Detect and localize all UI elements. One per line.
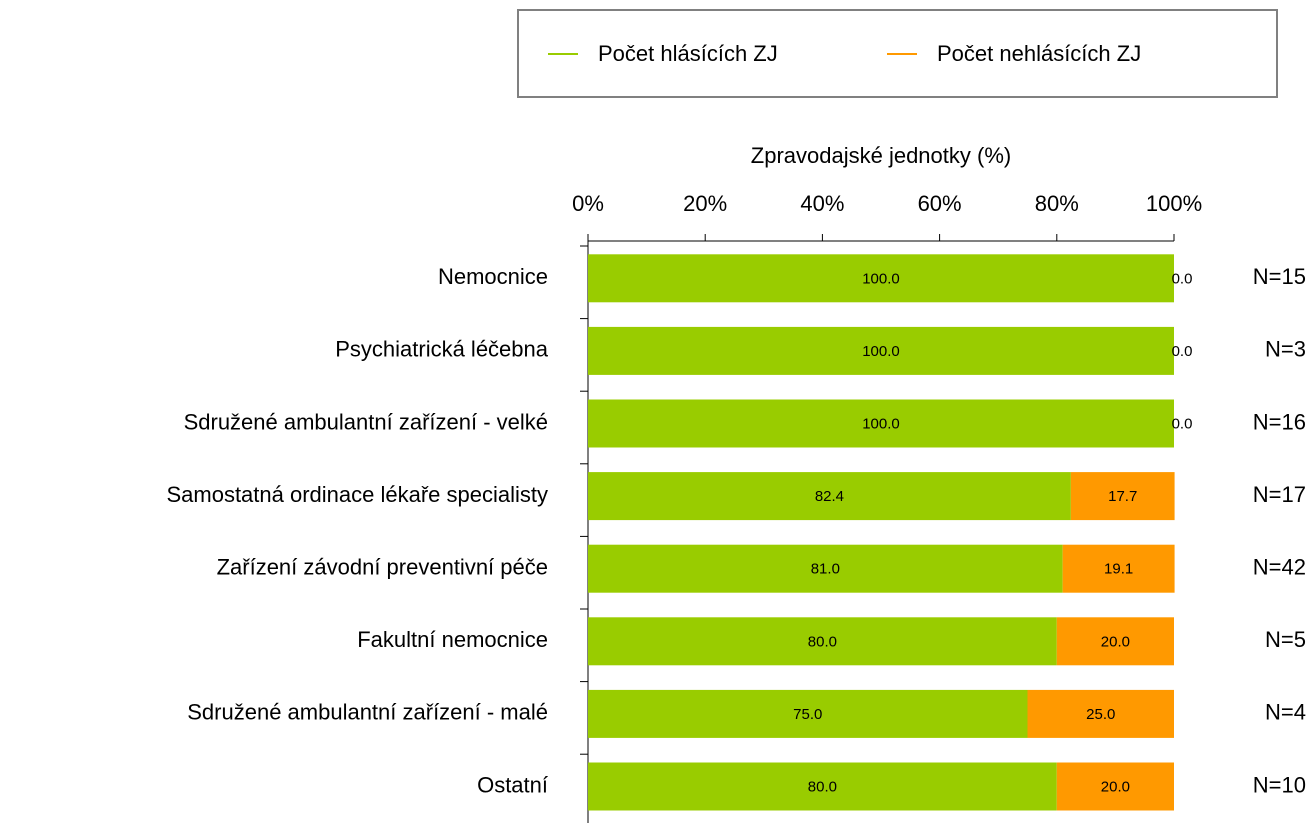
x-tick-label: 60% <box>918 191 962 216</box>
bar-segment <box>588 254 1174 303</box>
bar-segment <box>588 762 1057 811</box>
x-tick-label: 40% <box>800 191 844 216</box>
category-label: Samostatná ordinace lékaře specialisty <box>166 482 548 507</box>
x-tick-label: 20% <box>683 191 727 216</box>
category-label: Sdružené ambulantní zařízení - velké <box>184 409 548 434</box>
n-label: N=3 <box>1265 337 1306 362</box>
value-label: 17.7 <box>1108 488 1137 505</box>
value-label: 20.0 <box>1101 633 1130 650</box>
value-label: 0.0 <box>1172 270 1193 287</box>
x-tick-label: 80% <box>1035 191 1079 216</box>
category-label: Psychiatrická léčebna <box>335 337 549 362</box>
value-label: 75.0 <box>793 706 822 723</box>
value-label: 0.0 <box>1172 343 1193 360</box>
value-label: 80.0 <box>808 633 837 650</box>
value-label: 81.0 <box>811 561 840 578</box>
category-label: Sdružené ambulantní zařízení - malé <box>187 700 548 725</box>
bar-segment <box>588 399 1174 448</box>
category-label: Zařízení závodní preventivní péče <box>217 555 548 580</box>
value-label: 100.0 <box>862 343 900 360</box>
n-label: N=15 <box>1253 264 1306 289</box>
n-label: N=42 <box>1253 555 1306 580</box>
n-label: N=4 <box>1265 700 1306 725</box>
x-tick-label: 0% <box>572 191 604 216</box>
value-label: 100.0 <box>862 270 900 287</box>
n-label: N=10 <box>1253 772 1306 797</box>
axis-title: Zpravodajské jednotky (%) <box>751 143 1011 168</box>
n-label: N=17 <box>1253 482 1306 507</box>
n-label: N=5 <box>1265 627 1306 652</box>
n-label: N=16 <box>1253 409 1306 434</box>
x-tick-label: 100% <box>1146 191 1202 216</box>
legend-label: Počet nehlásících ZJ <box>937 41 1141 66</box>
category-label: Fakultní nemocnice <box>357 627 548 652</box>
bar-segment <box>588 689 1028 738</box>
bar-segment <box>1070 472 1175 521</box>
value-label: 19.1 <box>1104 561 1133 578</box>
bar-segment <box>1062 544 1175 593</box>
value-label: 25.0 <box>1086 706 1115 723</box>
value-label: 80.0 <box>808 778 837 795</box>
category-label: Ostatní <box>477 772 548 797</box>
bar-segment <box>1027 689 1174 738</box>
value-label: 0.0 <box>1172 415 1193 432</box>
value-label: 82.4 <box>815 488 844 505</box>
bar-segment <box>588 326 1174 375</box>
value-label: 100.0 <box>862 415 900 432</box>
bar-segment <box>588 544 1063 593</box>
bar-segment <box>588 617 1057 666</box>
bar-segment <box>1056 617 1174 666</box>
value-label: 20.0 <box>1101 778 1130 795</box>
bar-segment <box>1056 762 1174 811</box>
bar-segment <box>588 472 1071 521</box>
legend-label: Počet hlásících ZJ <box>598 41 778 66</box>
category-label: Nemocnice <box>438 264 548 289</box>
